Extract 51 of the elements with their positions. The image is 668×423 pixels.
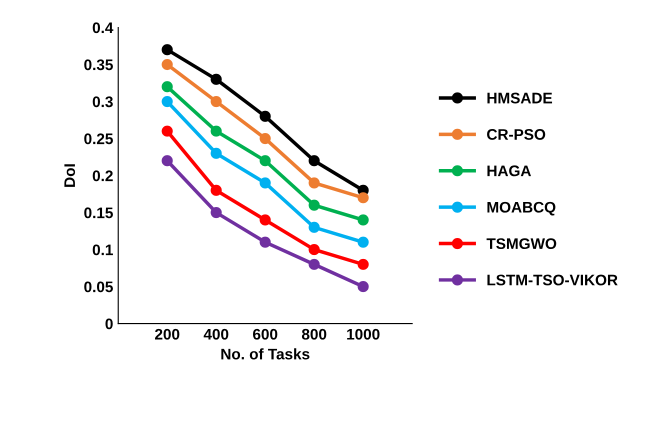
point bbox=[260, 177, 271, 189]
point bbox=[210, 74, 222, 85]
point bbox=[260, 110, 271, 122]
point bbox=[162, 155, 173, 166]
point bbox=[210, 207, 222, 218]
point bbox=[162, 81, 173, 92]
y-tick-label: 0.15 bbox=[84, 207, 113, 218]
y-tick-label: 0.2 bbox=[92, 170, 113, 182]
point bbox=[162, 126, 173, 137]
point bbox=[358, 214, 369, 226]
legend-label: TSMGWO bbox=[486, 238, 556, 250]
point bbox=[260, 155, 271, 166]
point bbox=[210, 96, 222, 108]
legend-label: HAGA bbox=[487, 165, 532, 176]
point bbox=[358, 236, 369, 248]
point bbox=[210, 126, 222, 137]
x-tick-label: 600 bbox=[253, 328, 278, 340]
point bbox=[308, 155, 320, 166]
x-tick-label: 400 bbox=[204, 328, 228, 340]
y-tick-label: 0.35 bbox=[84, 59, 113, 70]
point bbox=[358, 281, 369, 292]
point bbox=[308, 177, 320, 189]
legend-label: MOABCQ bbox=[487, 202, 556, 216]
y-tick-label: 0 bbox=[105, 318, 113, 330]
point bbox=[358, 192, 369, 204]
point bbox=[358, 258, 369, 270]
point bbox=[162, 96, 173, 108]
legend-label: LSTM-TSO-VIKOR bbox=[487, 274, 618, 286]
point bbox=[260, 214, 271, 226]
x-axis-title: No. of Tasks bbox=[221, 348, 310, 360]
point bbox=[210, 148, 222, 159]
x-tick-label: 200 bbox=[155, 328, 180, 340]
point bbox=[260, 236, 271, 248]
y-tick-label: 0.05 bbox=[84, 281, 113, 292]
point bbox=[210, 184, 222, 196]
point bbox=[308, 244, 320, 256]
point bbox=[308, 222, 320, 233]
y-tick-label: 0.25 bbox=[84, 133, 113, 144]
point bbox=[308, 200, 320, 211]
y-tick-label: 0.3 bbox=[92, 96, 113, 108]
x-tick-label: 1000 bbox=[347, 328, 380, 340]
legend-label: HMSADE bbox=[487, 92, 552, 104]
point bbox=[162, 58, 173, 70]
y-tick-label: 0.4 bbox=[92, 22, 114, 34]
legend-label: CR-PSO bbox=[487, 129, 546, 140]
x-tick-label: 800 bbox=[302, 328, 326, 340]
point bbox=[308, 258, 320, 270]
point bbox=[260, 132, 271, 144]
point bbox=[162, 44, 173, 56]
y-tick-label: 0.1 bbox=[92, 244, 113, 256]
y-axis-title: DoI bbox=[64, 164, 76, 187]
